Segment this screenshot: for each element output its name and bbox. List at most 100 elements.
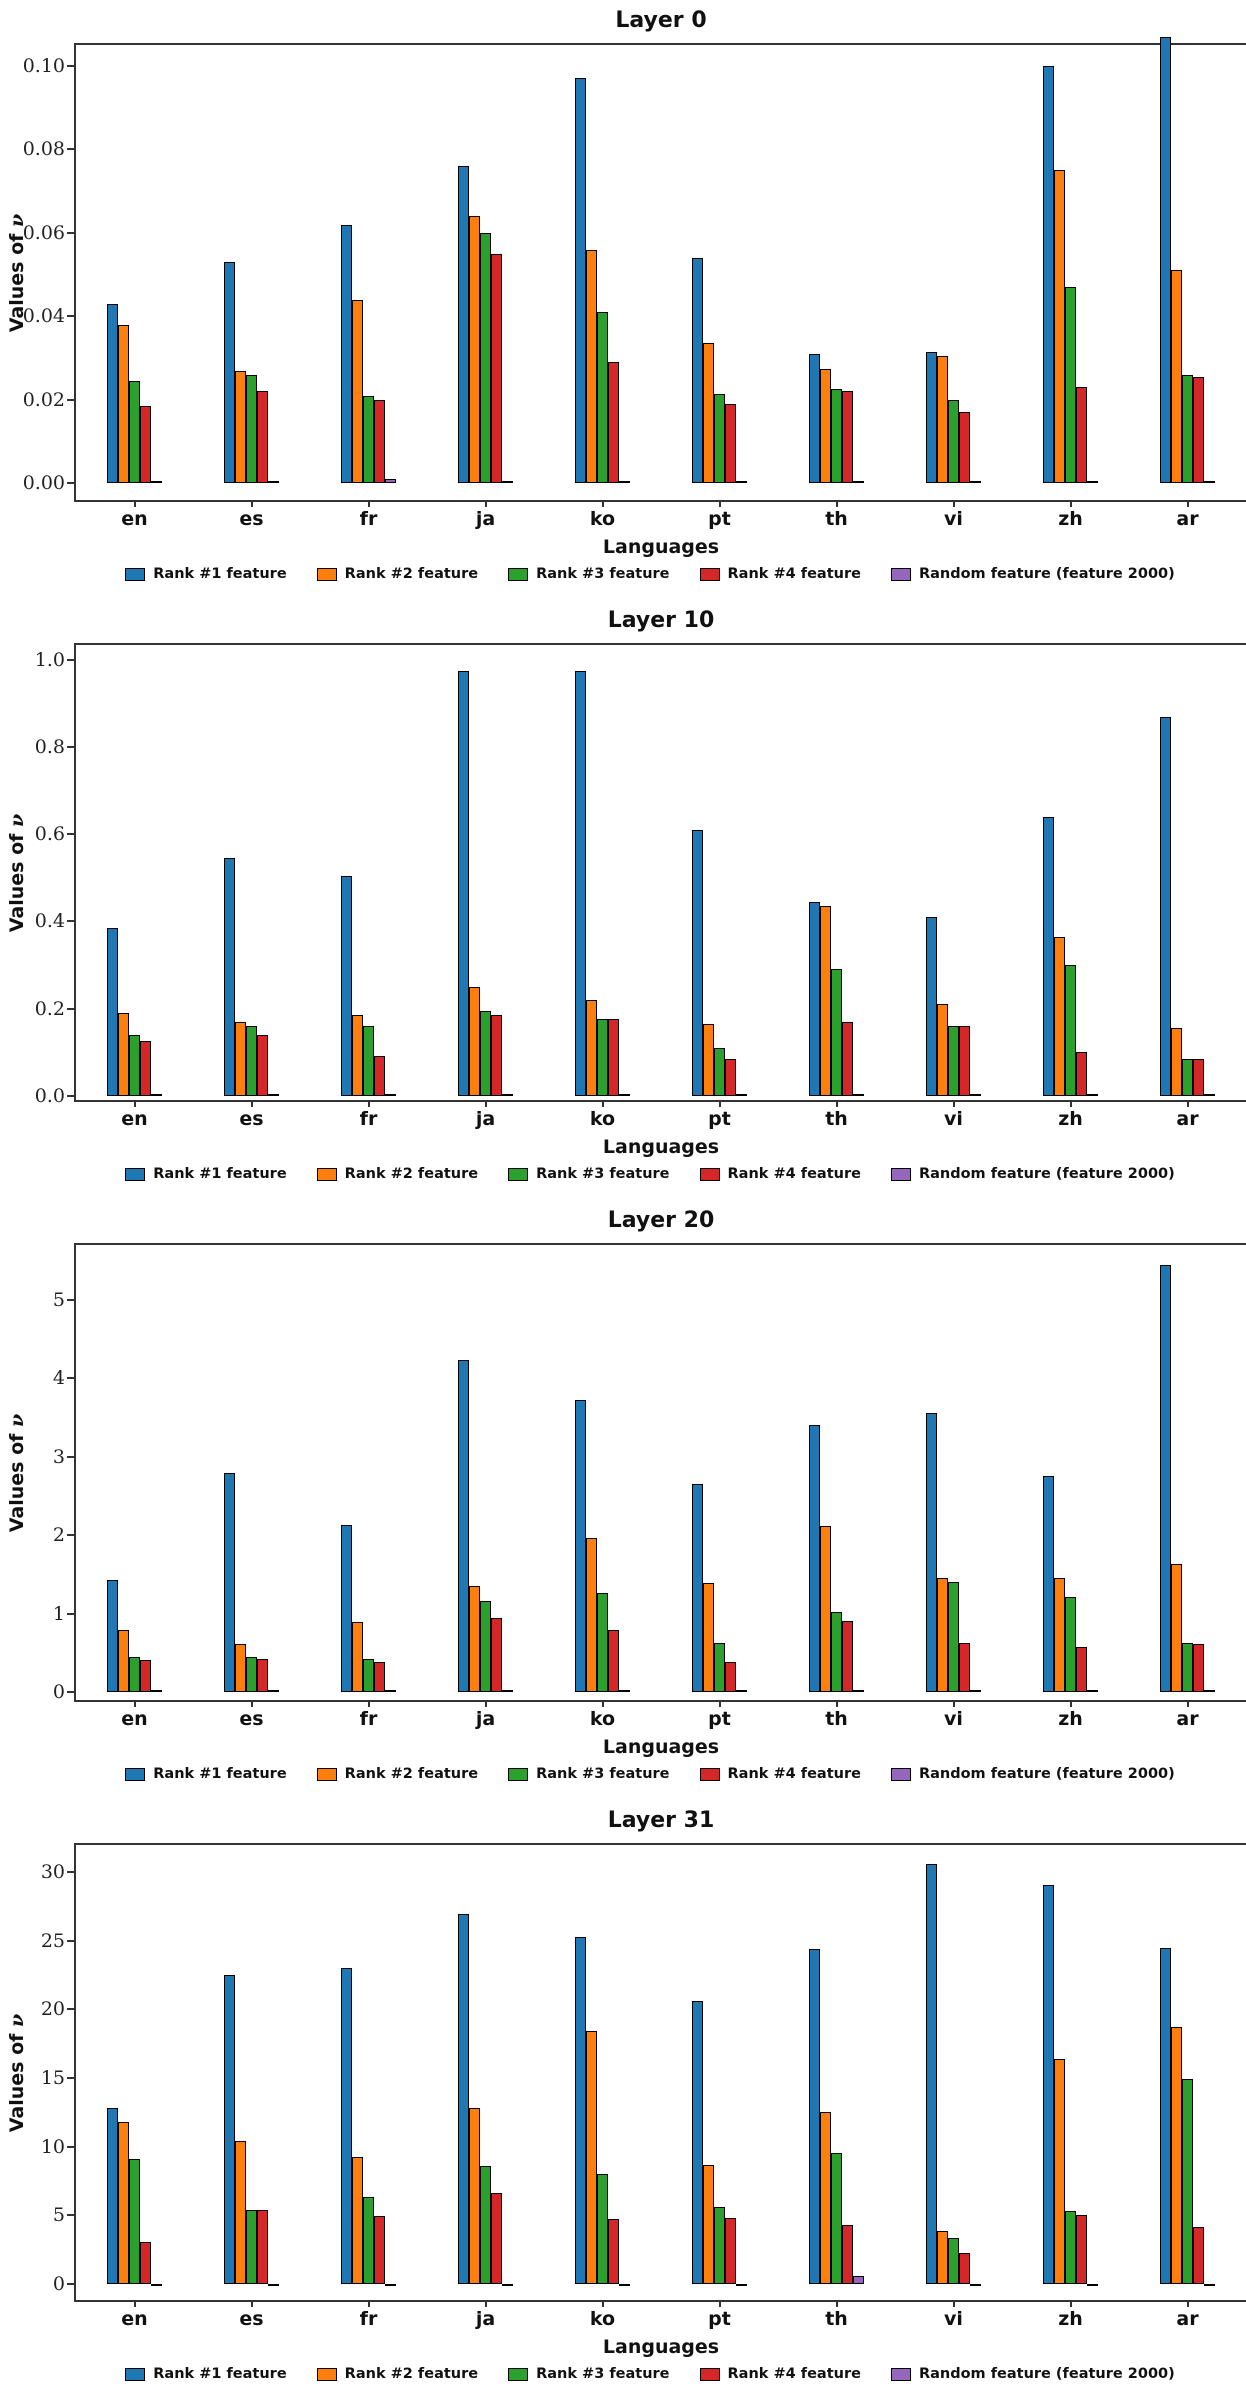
bar: [1043, 1884, 1054, 2284]
x-tick-label: fr: [359, 508, 378, 530]
y-tick-mark: [67, 398, 74, 401]
legend-swatch: [699, 2367, 720, 2381]
bar: [948, 399, 959, 484]
bar: [385, 479, 396, 484]
bar: [703, 343, 714, 484]
plot-row: Values of ν 0 1 2 3 4 5 en es fr ja ko pt th vi zh ar: [6, 1243, 1246, 1730]
bar: [948, 1581, 959, 1693]
x-tick-label: ko: [589, 1708, 616, 1730]
x-tick-label: ja: [475, 1108, 496, 1130]
y-tick-label: 0.8: [34, 736, 65, 759]
legend-swatch: [890, 567, 911, 581]
x-tick-label: fr: [359, 2308, 378, 2330]
y-tick-mark: [67, 833, 74, 836]
bar: [853, 481, 864, 484]
y-tick-label: 0.10: [22, 54, 65, 77]
legend-label: Rank #3 feature: [536, 1766, 670, 1782]
x-tick-mark: [718, 500, 721, 507]
legend-item: Rank #4 feature: [699, 1766, 861, 1782]
bar: [458, 1360, 469, 1693]
bar: [502, 2283, 513, 2286]
bar: [374, 2216, 385, 2284]
bar: [1054, 170, 1065, 484]
chart-panel-layer-20: Layer 20 Values of ν 0 1 2 3 4 5 en es fr ja ko pt t…: [0, 1200, 1246, 1800]
y-tick-label: 0.00: [22, 472, 65, 495]
bar: [257, 1659, 268, 1693]
bar: [374, 399, 385, 484]
bar: [809, 901, 820, 1096]
bar: [363, 395, 374, 484]
bar: [948, 1026, 959, 1096]
bar: [937, 356, 948, 484]
x-tick-mark: [367, 500, 370, 507]
bar: [1076, 1052, 1087, 1096]
bar: [385, 2283, 396, 2286]
x-tick-mark: [1069, 500, 1072, 507]
bar: [1193, 2227, 1204, 2284]
bar: [692, 257, 703, 484]
bar: [1043, 1476, 1054, 1693]
bar: [842, 1620, 853, 1693]
bar: [970, 481, 981, 484]
bar: [374, 1056, 385, 1096]
bar: [831, 2153, 842, 2284]
legend-item: Rank #2 feature: [316, 1766, 478, 1782]
plot-area: 0 5 10 15 20 25 30 en es fr ja ko pt th vi zh ar: [41, 1843, 1246, 2330]
bar: [959, 1026, 970, 1096]
bar: [458, 1913, 469, 2284]
bar: [268, 1093, 279, 1096]
bar: [458, 671, 469, 1096]
y-tick-mark: [67, 746, 74, 749]
legend-label: Random feature (feature 2000): [918, 2366, 1175, 2382]
y-tick-mark: [67, 2008, 74, 2011]
bar: [831, 969, 842, 1096]
legend-swatch: [316, 1167, 337, 1181]
bar: [268, 2283, 279, 2286]
legend-swatch: [508, 567, 529, 581]
legend-swatch: [890, 1767, 911, 1781]
legend-label: Rank #4 feature: [727, 566, 861, 582]
bar: [118, 1012, 129, 1096]
chart-title: Layer 20: [607, 1208, 715, 1233]
legend-label: Rank #4 feature: [727, 1766, 861, 1782]
bar: [352, 2157, 363, 2284]
bar: [480, 232, 491, 484]
y-tick-mark: [67, 2076, 74, 2079]
y-tick-label: 0.0: [34, 1084, 65, 1107]
bar: [597, 1592, 608, 1693]
bar: [491, 1617, 502, 1693]
bar: [374, 1661, 385, 1693]
x-tick-mark: [718, 1700, 721, 1707]
bar: [118, 1630, 129, 1693]
x-tick-mark: [1186, 1700, 1189, 1707]
legend-label: Rank #2 feature: [344, 1166, 479, 1182]
bar: [1182, 1642, 1193, 1693]
bar: [107, 2108, 118, 2284]
legend-item: Random feature (feature 2000): [890, 566, 1175, 582]
bar: [1054, 1577, 1065, 1693]
bar: [1054, 2058, 1065, 2284]
legend-swatch: [699, 1167, 720, 1181]
y-axis-label: Values of ν: [6, 2013, 28, 2131]
bar: [725, 1058, 736, 1096]
y-tick-mark: [67, 1455, 74, 1458]
bar: [619, 1690, 630, 1693]
y-tick-mark: [67, 1534, 74, 1537]
y-tick-label: 2: [52, 1524, 65, 1547]
x-tick-label: pt: [708, 1108, 731, 1130]
bar: [1160, 1947, 1171, 2284]
bar: [926, 1412, 937, 1693]
y-tick-mark: [67, 2145, 74, 2148]
y-tick-label: 4: [52, 1367, 65, 1390]
legend-label: Rank #1 feature: [153, 1766, 287, 1782]
legend-item: Rank #3 feature: [508, 1166, 670, 1182]
x-tick-label: vi: [944, 1708, 963, 1730]
legend-item: Rank #1 feature: [125, 1766, 287, 1782]
x-tick-label: es: [239, 508, 264, 530]
bar: [341, 1525, 352, 1693]
legend-swatch: [699, 1767, 720, 1781]
bar: [502, 481, 513, 484]
x-tick-label: en: [121, 508, 148, 530]
bar: [341, 1968, 352, 2284]
bar: [619, 481, 630, 484]
